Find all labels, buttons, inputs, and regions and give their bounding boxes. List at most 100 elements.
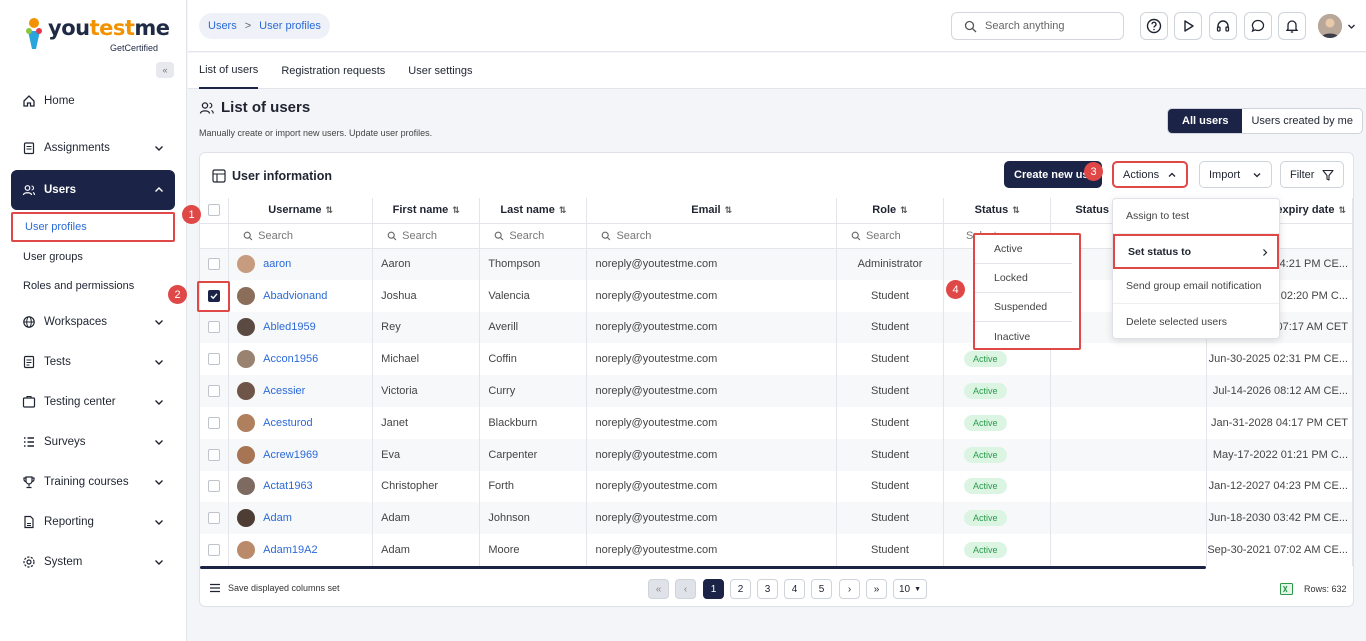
row-checkbox[interactable] (208, 448, 221, 461)
next-page-button[interactable]: › (839, 579, 860, 599)
table-row[interactable]: aaron Aaron Thompson noreply@youtestme.com A… (200, 248, 1353, 280)
table-row[interactable]: Actat1963 Christopher Forth noreply@youtest… (200, 470, 1353, 503)
chat-button[interactable] (1244, 12, 1272, 40)
column-header-last-name[interactable]: Last name ⇅ (479, 198, 588, 224)
page-2-button[interactable]: 2 (730, 579, 751, 599)
select-all-checkbox[interactable] (208, 204, 221, 217)
sidebar-subitem-user-profiles[interactable]: User profiles (11, 212, 175, 242)
menu-icon[interactable] (209, 583, 221, 593)
table-row[interactable]: Acrew1969 Eva Carpenter noreply@youtestme.c… (200, 438, 1353, 471)
role-search-input[interactable]: Search (837, 230, 943, 242)
help-button[interactable] (1140, 12, 1168, 40)
last-name-search-input[interactable]: Search (480, 230, 586, 242)
global-search-input[interactable]: Search anything (951, 12, 1124, 40)
support-button[interactable] (1209, 12, 1237, 40)
sort-icon[interactable]: ⇅ (325, 205, 334, 216)
row-checkbox[interactable] (208, 385, 221, 398)
sort-icon[interactable]: ⇅ (900, 205, 908, 216)
sort-icon[interactable]: ⇅ (558, 205, 567, 216)
username-link[interactable]: Abled1959 (263, 321, 316, 334)
username-link[interactable]: Actat1963 (263, 480, 313, 493)
username-search-input[interactable]: Search (229, 230, 372, 242)
username-link[interactable]: Acesturod (263, 416, 313, 429)
column-header-username[interactable]: Username ⇅ (228, 198, 374, 224)
avatar-chevron-down-icon[interactable] (1347, 22, 1356, 31)
page-size-select[interactable]: 10 ▼ (893, 579, 927, 599)
collapse-sidebar-button[interactable]: « (156, 62, 174, 78)
sidebar-subitem-roles-permissions[interactable]: Roles and permissions (23, 279, 135, 292)
status-option-inactive[interactable]: Inactive (994, 330, 1031, 343)
first-page-button[interactable]: « (648, 579, 669, 599)
sidebar-item-reporting[interactable]: Reporting (11, 502, 175, 542)
page-3-button[interactable]: 3 (757, 579, 778, 599)
username-link[interactable]: Acrew1969 (263, 448, 319, 461)
row-checkbox[interactable] (208, 416, 221, 429)
sort-icon[interactable]: ⇅ (1012, 205, 1020, 216)
table-row[interactable]: Accon1956 Michael Coffin noreply@youtestme.… (200, 343, 1353, 376)
prev-page-button[interactable]: ‹ (675, 579, 696, 599)
username-link[interactable]: aaron (263, 258, 292, 271)
tab-user-settings[interactable]: User settings (408, 65, 473, 77)
status-option-active[interactable]: Active (975, 235, 1072, 264)
column-header-status[interactable]: Status ⇅ (943, 198, 1052, 224)
row-checkbox[interactable] (208, 353, 221, 366)
table-row[interactable]: Adam Adam Johnson noreply@youtestme.com Stud… (200, 502, 1353, 535)
row-checkbox[interactable] (208, 289, 221, 302)
page-1-button[interactable]: 1 (703, 579, 724, 599)
table-row[interactable]: Acesturod Janet Blackburn noreply@youtestme… (200, 406, 1353, 439)
select-all-cell[interactable] (200, 198, 230, 224)
sort-icon[interactable]: ⇅ (724, 205, 733, 216)
menu-item-send-group-email[interactable]: Send group email notification (1113, 269, 1279, 304)
sidebar-item-tests[interactable]: Tests (11, 342, 175, 382)
sort-icon[interactable]: ⇅ (452, 205, 460, 216)
status-option-locked[interactable]: Locked (975, 264, 1072, 293)
username-link[interactable]: Acessier (263, 385, 306, 398)
sidebar-item-testing-center[interactable]: Testing center (11, 382, 175, 422)
actions-button[interactable]: Actions (1112, 161, 1189, 188)
sidebar-item-home[interactable]: Home (11, 88, 175, 114)
page-4-button[interactable]: 4 (784, 579, 805, 599)
notifications-button[interactable] (1278, 12, 1306, 40)
column-header-first-name[interactable]: First name ⇅ (372, 198, 481, 224)
row-checkbox[interactable] (208, 321, 221, 334)
menu-item-assign-to-test[interactable]: Assign to test (1113, 199, 1279, 234)
row-checkbox[interactable] (208, 512, 221, 525)
username-link[interactable]: Adam19A2 (263, 544, 318, 557)
column-header-email[interactable]: Email ⇅ (586, 198, 837, 224)
save-columns-link[interactable]: Save displayed columns set (228, 583, 340, 593)
username-link[interactable]: Accon1956 (263, 353, 319, 366)
tab-list-of-users[interactable]: List of users (199, 53, 259, 89)
breadcrumb-current[interactable]: User profiles (259, 20, 321, 32)
tab-registration-requests[interactable]: Registration requests (281, 65, 386, 77)
sort-icon[interactable]: ⇅ (1338, 205, 1346, 216)
first-name-search-input[interactable]: Search (373, 230, 479, 242)
username-link[interactable]: Abadvionand (263, 289, 328, 302)
status-option-suspended[interactable]: Suspended (975, 293, 1072, 322)
import-button[interactable]: Import (1199, 161, 1273, 188)
logo[interactable]: youtestme GetCertified (24, 16, 170, 56)
menu-item-delete-selected-users[interactable]: Delete selected users (1126, 315, 1227, 328)
sidebar-subitem-user-groups[interactable]: User groups (23, 250, 83, 263)
email-search-input[interactable]: Search (587, 230, 835, 242)
sidebar-item-users[interactable]: Users (11, 170, 175, 210)
sidebar-item-system[interactable]: System (11, 542, 175, 582)
row-checkbox[interactable] (208, 258, 221, 271)
sidebar-item-surveys[interactable]: Surveys (11, 422, 175, 462)
table-row[interactable]: Acessier Victoria Curry noreply@youtestme.c… (200, 375, 1353, 407)
sidebar-item-training-courses[interactable]: Training courses (11, 462, 175, 502)
breadcrumb-users-link[interactable]: Users (208, 20, 237, 32)
users-created-by-me-button[interactable]: Users created by me (1251, 115, 1353, 127)
sidebar-item-workspaces[interactable]: Workspaces (11, 302, 175, 342)
menu-item-set-status-to[interactable]: Set status to (1113, 234, 1279, 269)
table-row[interactable]: Adam19A2 Adam Moore noreply@youtestme.com St… (200, 534, 1353, 566)
user-avatar[interactable] (1318, 14, 1342, 38)
page-5-button[interactable]: 5 (811, 579, 832, 599)
row-checkbox[interactable] (208, 544, 221, 557)
last-page-button[interactable]: » (866, 579, 887, 599)
filter-button[interactable]: Filter (1280, 161, 1345, 188)
sidebar-item-assignments[interactable]: Assignments (11, 128, 175, 168)
horizontal-scrollbar[interactable] (200, 566, 1206, 569)
username-link[interactable]: Adam (263, 512, 292, 525)
excel-icon[interactable] (1280, 583, 1293, 595)
column-header-role[interactable]: Role ⇅ (836, 198, 945, 224)
